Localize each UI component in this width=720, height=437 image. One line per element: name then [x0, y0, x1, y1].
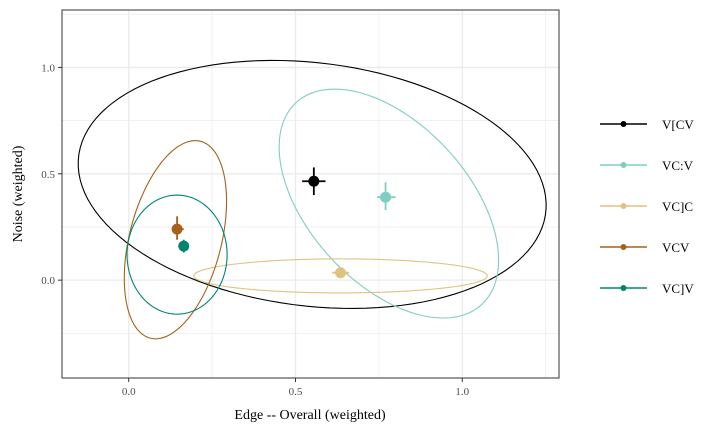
plot-panel [61, 9, 560, 379]
legend-key-point [620, 121, 627, 127]
y-axis-title: Noise (weighted) [11, 145, 26, 242]
legend-item: VC]V [600, 281, 694, 296]
x-tick-label: 0.5 [289, 386, 303, 398]
legend-item: VC:V [600, 158, 694, 173]
plot-border [61, 9, 560, 379]
legend-label: VC:V [662, 158, 694, 173]
x-tick-label: 1.0 [455, 386, 469, 398]
legend-key-point [620, 162, 627, 168]
axes: 0.0 0.5 1.0 0.0 0.5 1.0 [41, 62, 469, 398]
point-VC:V [380, 191, 392, 203]
y-tick-label: 0.5 [41, 169, 55, 181]
legend: V[CV VC:V VC]C VCV VC]V [600, 117, 694, 296]
ellipse-VC]C [193, 258, 488, 294]
legend-key-point [620, 244, 627, 250]
legend-label: V[CV [662, 117, 694, 132]
point-V[CV [308, 175, 320, 187]
ellipse-VC]V [126, 194, 228, 315]
point-VCV [171, 223, 183, 235]
y-tick-label: 0.0 [41, 275, 55, 287]
ellipse-VC:V [278, 88, 500, 319]
ellipse-VCV [123, 140, 228, 340]
x-tick-label: 0.0 [122, 386, 136, 398]
grid [62, 10, 559, 378]
y-tick-label: 1.0 [41, 62, 55, 74]
legend-item: VCV [600, 240, 690, 255]
legend-label: VC]C [662, 199, 693, 214]
legend-item: VC]C [600, 199, 693, 214]
legend-key-point [620, 203, 627, 209]
point-VC]C [335, 267, 347, 279]
ellipses [77, 59, 547, 340]
points [171, 167, 396, 279]
legend-label: VCV [662, 240, 690, 255]
ellipse-V[CV [77, 59, 547, 309]
legend-label: VC]V [662, 281, 694, 296]
x-axis-title: Edge -- Overall (weighted) [234, 408, 386, 423]
legend-item: V[CV [600, 117, 694, 132]
point-VC]V [178, 240, 190, 252]
legend-key-point [620, 285, 627, 291]
